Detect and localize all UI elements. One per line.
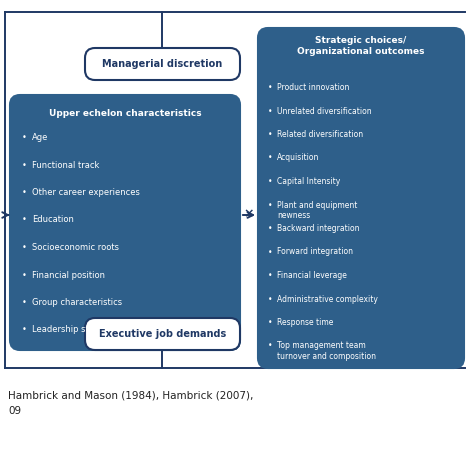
Text: •: • [268,294,273,303]
Text: Hambrick and Mason (1984), Hambrick (2007),: Hambrick and Mason (1984), Hambrick (200… [8,390,254,400]
Text: •: • [268,224,273,233]
Text: ×: × [244,208,254,220]
Text: •: • [22,188,27,197]
Text: Upper echelon characteristics: Upper echelon characteristics [49,109,201,118]
Text: •: • [268,318,273,327]
Text: •: • [22,133,27,142]
Text: Product innovation: Product innovation [277,83,349,92]
Text: •: • [268,247,273,256]
Text: Capital Intensity: Capital Intensity [277,177,340,186]
Text: •: • [22,161,27,170]
Text: Education: Education [32,216,74,225]
Text: Managerial discretion: Managerial discretion [102,59,223,69]
Text: •: • [22,271,27,280]
Text: •: • [22,243,27,252]
Text: •: • [22,216,27,225]
Text: Backward integration: Backward integration [277,224,359,233]
FancyBboxPatch shape [258,28,464,368]
Text: •: • [268,83,273,92]
FancyBboxPatch shape [85,48,240,80]
Text: Acquisition: Acquisition [277,154,319,163]
Text: Plant and equipment
newness: Plant and equipment newness [277,201,357,220]
Text: Forward integration: Forward integration [277,247,353,256]
FancyBboxPatch shape [10,95,240,350]
Text: Related diversification: Related diversification [277,130,363,139]
Text: Group characteristics: Group characteristics [32,298,122,307]
Text: Unrelated diversification: Unrelated diversification [277,107,372,116]
Text: •: • [268,341,273,350]
Text: •: • [268,271,273,280]
Text: Other career experiences: Other career experiences [32,188,140,197]
Text: •: • [268,154,273,163]
Text: Executive job demands: Executive job demands [99,329,226,339]
FancyBboxPatch shape [85,318,240,350]
Text: Financial leverage: Financial leverage [277,271,347,280]
Text: Financial position: Financial position [32,271,105,280]
Text: •: • [268,201,273,210]
Text: Age: Age [32,133,48,142]
Text: Socioeconomic roots: Socioeconomic roots [32,243,119,252]
Text: •: • [268,177,273,186]
Text: •: • [22,326,27,335]
Text: 09: 09 [8,406,21,416]
Text: •: • [268,107,273,116]
Text: Response time: Response time [277,318,333,327]
Text: Strategic choices/
Organizational outcomes: Strategic choices/ Organizational outcom… [297,36,425,56]
Text: •: • [22,298,27,307]
Text: Top management team
turnover and composition: Top management team turnover and composi… [277,341,376,361]
Text: Administrative complexity: Administrative complexity [277,294,378,303]
Text: •: • [268,130,273,139]
Text: Leadership style: Leadership style [32,326,101,335]
Text: Functional track: Functional track [32,161,100,170]
